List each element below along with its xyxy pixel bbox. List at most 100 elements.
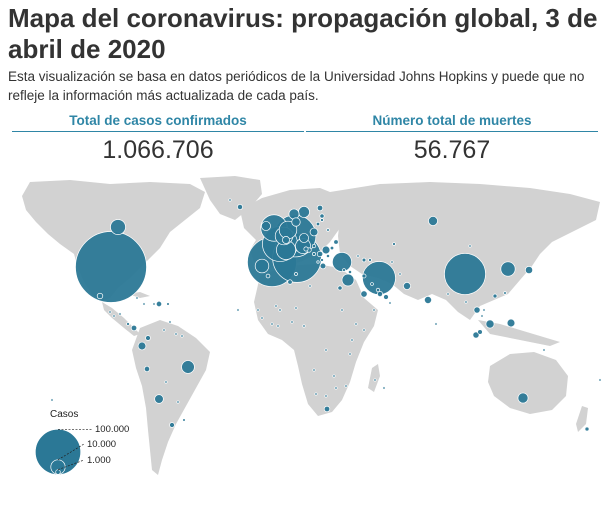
bubble-georgia[interactable] xyxy=(356,254,360,258)
bubble-zimbabwe[interactable] xyxy=(334,386,338,390)
bubble-india[interactable] xyxy=(424,296,432,304)
bubble-usa[interactable] xyxy=(75,231,147,303)
bubble-suriname[interactable] xyxy=(180,334,184,338)
bubble-ukraine[interactable] xyxy=(333,239,339,245)
bubble-niger[interactable] xyxy=(294,306,298,310)
bubble-turkey[interactable] xyxy=(332,252,352,272)
bubble-slovenia[interactable] xyxy=(303,246,309,252)
bubble-egypt[interactable] xyxy=(337,285,343,291)
bubble-el-salvador[interactable] xyxy=(112,314,116,318)
bubble-canada[interactable] xyxy=(110,219,126,235)
bubble-saudi-arabia[interactable] xyxy=(360,290,368,298)
bubble-belarus[interactable] xyxy=(326,228,330,232)
bubble-latvia[interactable] xyxy=(320,218,324,222)
bubble-cameroon[interactable] xyxy=(302,324,306,328)
bubble-zambia[interactable] xyxy=(332,374,336,378)
bubble-finland[interactable] xyxy=(316,204,324,212)
bubble-russia[interactable] xyxy=(428,216,438,226)
bubble-tanzania[interactable] xyxy=(348,352,352,356)
bubble-myanmar[interactable] xyxy=(464,300,468,304)
bubble-angola[interactable] xyxy=(312,368,316,372)
bubble-cape-verde[interactable] xyxy=(236,308,240,312)
bubble-dr-congo[interactable] xyxy=(324,348,328,352)
bubble-senegal[interactable] xyxy=(256,308,260,312)
world-map[interactable] xyxy=(0,170,611,516)
bubble-japan[interactable] xyxy=(524,265,534,275)
bubble-guyana[interactable] xyxy=(174,332,178,336)
bubble-ghana[interactable] xyxy=(276,324,280,328)
bubble-romania[interactable] xyxy=(321,245,331,255)
bubble-hawaii[interactable] xyxy=(50,398,54,402)
bubble-qatar[interactable] xyxy=(377,291,383,297)
bubble-venezuela[interactable] xyxy=(162,328,166,332)
bubble-sweden[interactable] xyxy=(298,206,310,218)
bubble-uae[interactable] xyxy=(383,294,389,300)
bubble-iceland[interactable] xyxy=(237,204,243,210)
bubble-lithuania[interactable] xyxy=(315,221,321,227)
bubble-mauritius[interactable] xyxy=(382,386,386,390)
bubble-hungary[interactable] xyxy=(311,243,317,249)
bubble-iraq[interactable] xyxy=(361,273,367,279)
bubble-indonesia[interactable] xyxy=(472,331,480,339)
bubble-uzbekistan[interactable] xyxy=(390,260,394,264)
bubble-guatemala[interactable] xyxy=(108,310,112,314)
bubble-greece[interactable] xyxy=(319,262,327,270)
bubble-denmark[interactable] xyxy=(291,217,301,227)
bubble-jamaica[interactable] xyxy=(142,302,146,306)
bubble-ethiopia[interactable] xyxy=(354,322,358,326)
bubble-czechia[interactable] xyxy=(299,233,309,243)
bubble-mali[interactable] xyxy=(274,304,278,308)
bubble-chile[interactable] xyxy=(154,394,164,404)
bubble-mozambique[interactable] xyxy=(344,384,348,388)
bubble-south-korea[interactable] xyxy=(500,261,516,277)
bubble-paraguay[interactable] xyxy=(176,400,180,404)
bubble-kuwait[interactable] xyxy=(370,282,374,286)
bubble-bangladesh[interactable] xyxy=(446,292,450,296)
bubble-trinidad[interactable] xyxy=(168,320,172,324)
bubble-burkina-faso[interactable] xyxy=(278,308,282,312)
bubble-oman[interactable] xyxy=(388,301,392,305)
bubble-australia[interactable] xyxy=(517,392,529,404)
bubble-north-macedonia[interactable] xyxy=(320,258,324,262)
bubble-new-zealand[interactable] xyxy=(584,426,590,432)
bubble-bahrain[interactable] xyxy=(375,287,381,293)
bubble-armenia[interactable] xyxy=(361,257,367,263)
bubble-bolivia[interactable] xyxy=(164,380,168,384)
bubble-china[interactable] xyxy=(444,253,486,295)
bubble-algeria[interactable] xyxy=(287,279,293,285)
bubble-kenya[interactable] xyxy=(350,338,354,342)
bubble-greenland[interactable] xyxy=(228,198,232,202)
bubble-cote-divoire[interactable] xyxy=(270,322,274,326)
bubble-moldova[interactable] xyxy=(329,245,335,251)
bubble-cyprus[interactable] xyxy=(342,268,346,272)
bubble-puerto-rico[interactable] xyxy=(166,302,170,306)
bubble-ecuador[interactable] xyxy=(137,341,147,351)
bubble-yemen[interactable] xyxy=(372,308,376,312)
bubble-uruguay[interactable] xyxy=(182,418,186,422)
bubble-costa-rica[interactable] xyxy=(126,322,130,326)
bubble-argentina[interactable] xyxy=(169,422,175,428)
bubble-sudan[interactable] xyxy=(340,308,344,312)
bubble-singapore[interactable] xyxy=(477,329,483,335)
bubble-malaysia[interactable] xyxy=(485,319,495,329)
bubble-pakistan[interactable] xyxy=(403,282,411,290)
bubble-lebanon[interactable] xyxy=(348,270,352,274)
bubble-azerbaijan[interactable] xyxy=(368,258,372,262)
bubble-taiwan[interactable] xyxy=(503,291,507,295)
bubble-portugal[interactable] xyxy=(254,258,270,274)
bubble-philippines[interactable] xyxy=(506,318,516,328)
bubble-fiji[interactable] xyxy=(598,378,602,382)
bubble-kazakhstan[interactable] xyxy=(392,242,396,246)
bubble-namibia[interactable] xyxy=(314,392,318,396)
bubble-papua-new-guinea[interactable] xyxy=(542,348,546,352)
bubble-honduras[interactable] xyxy=(118,312,122,316)
bubble-bulgaria[interactable] xyxy=(326,254,330,258)
bubble-haiti[interactable] xyxy=(152,302,156,306)
bubble-somalia[interactable] xyxy=(362,328,366,332)
bubble-serbia[interactable] xyxy=(316,250,324,258)
bubble-israel[interactable] xyxy=(341,273,355,287)
bubble-south-africa[interactable] xyxy=(323,405,331,413)
bubble-panama[interactable] xyxy=(130,324,138,332)
bubble-morocco[interactable] xyxy=(265,273,271,279)
bubble-sri-lanka[interactable] xyxy=(434,322,438,326)
